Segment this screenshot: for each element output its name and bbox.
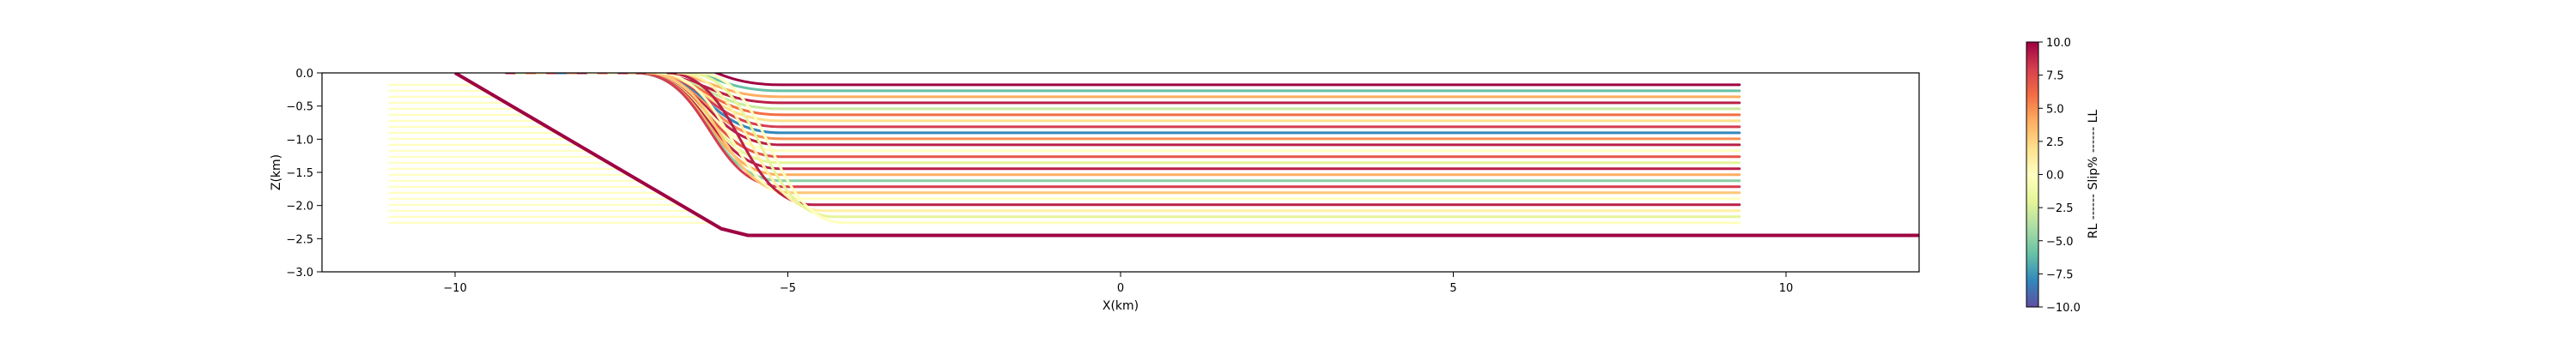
hanging-wall-layer-line [627,73,1741,177]
x-tick-label: −10 [443,282,466,295]
colorbar-tick-label: 2.5 [2046,136,2064,149]
x-tick-label: 5 [1449,282,1456,295]
y-tick-label: −2.0 [286,201,313,214]
hanging-wall-layer-line [713,73,1741,87]
colorbar-gradient [2026,41,2039,308]
y-tick-label: −0.5 [286,101,313,114]
colorbar-ticks: 10.0 7.5 5.0 2.5 0.0 −2.5 −5.0 −7.5 −10.0 [2038,37,2081,315]
y-tick-label: −1.5 [286,167,313,180]
y-tick-label: −2.5 [286,233,313,246]
x-axis-ticks: −10 −5 0 5 10 [443,272,1793,295]
y-tick-label: −3.0 [286,267,313,280]
y-tick-label: −1.0 [286,134,313,147]
colorbar-tick-label: 0.0 [2046,170,2064,183]
fault-line [453,73,1919,238]
colorbar-tick-label: 10.0 [2046,37,2071,50]
colorbar-tick-label: −5.0 [2046,236,2074,249]
colorbar-tick-label: 5.0 [2046,103,2064,116]
hanging-wall-layer-line [697,73,1741,225]
colorbar: 10.0 7.5 5.0 2.5 0.0 −2.5 −5.0 −7.5 −10.0 RL ---… [2026,37,2100,315]
x-axis-label: X(km) [1103,299,1139,313]
plot-area: −10 −5 0 5 10 0.0 −0.5 −1.0 −1.5 −2.0 −2.5 −3.0 X(… [270,68,1920,313]
colorbar-tick-label: −10.0 [2046,302,2081,315]
x-tick-label: 0 [1117,282,1124,295]
y-axis-ticks: 0.0 −0.5 −1.0 −1.5 −2.0 −2.5 −3.0 [286,68,322,280]
x-tick-label: −5 [780,282,796,295]
hanging-wall-layer-line [607,73,1741,165]
colorbar-tick-label: 7.5 [2046,70,2064,83]
layer-lines [388,73,1741,225]
colorbar-tick-label: −2.5 [2046,202,2074,215]
y-axis-label: Z(km) [270,154,283,190]
colorbar-tick-label: −7.5 [2046,268,2074,281]
x-tick-label: 10 [1779,282,1794,295]
y-tick-label: 0.0 [295,68,313,81]
colorbar-label: RL ------ Slip% ------ LL [2087,110,2100,239]
hanging-wall-layer-line [677,73,1741,213]
